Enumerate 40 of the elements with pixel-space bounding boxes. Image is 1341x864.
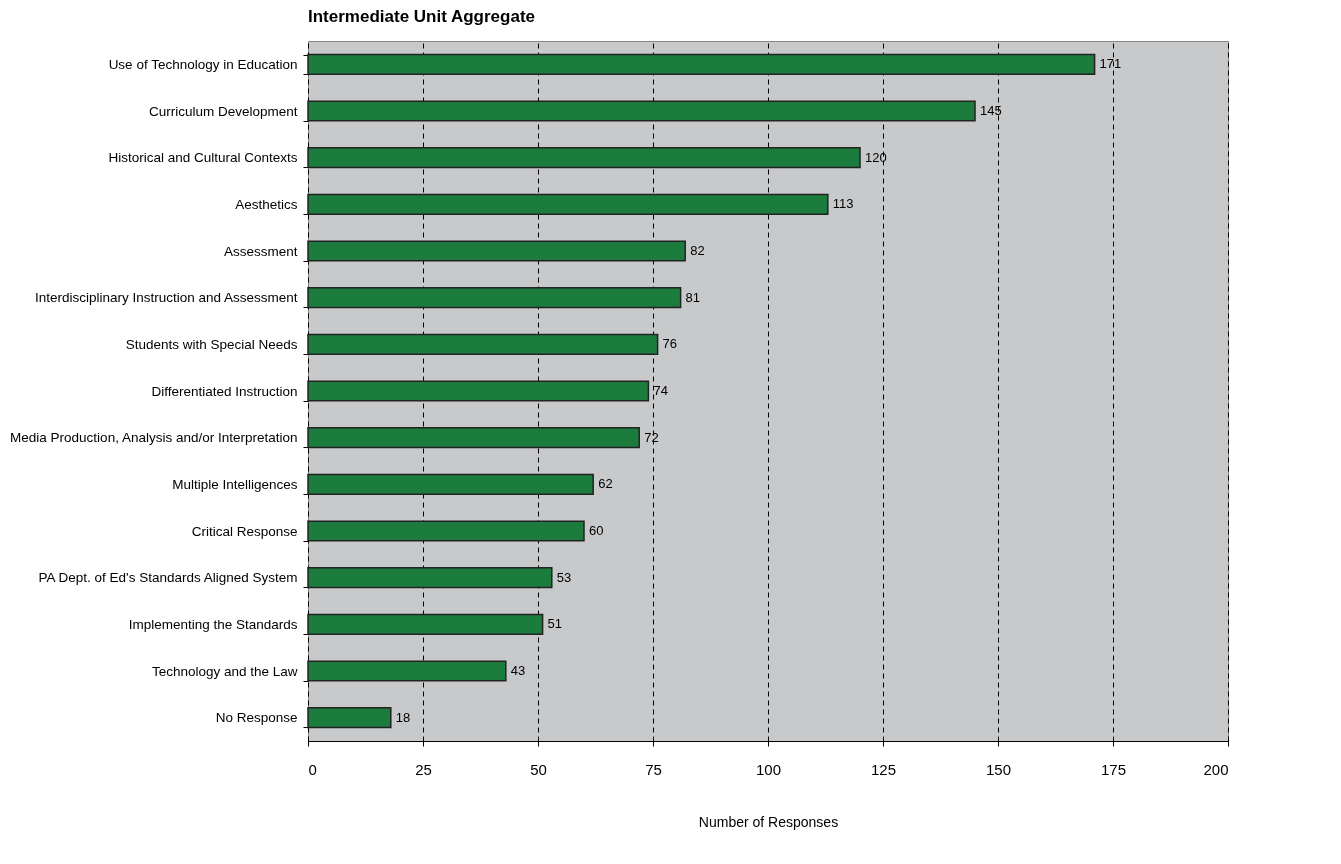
data-label: 74 (653, 383, 668, 398)
x-tick-label: 200 (1203, 760, 1229, 778)
data-label: 51 (547, 616, 563, 632)
y-tick-label: Assessment (223, 243, 298, 259)
y-tick-label: Differentiated Instruction (151, 383, 298, 399)
x-tick-label: 125 (870, 760, 897, 778)
data-label: 53 (556, 569, 572, 585)
y-tick-label: Students with Special Needs (125, 336, 298, 352)
x-tick-label: 175 (1100, 760, 1127, 778)
y-tick-label: Aesthetics (235, 196, 298, 212)
x-tick-label: 150 (985, 760, 1012, 778)
data-label: 113 (832, 196, 854, 212)
x-axis-title: Number of Responses (698, 813, 839, 830)
x-tick-label: 75 (645, 760, 662, 778)
y-tick-label: No Response (215, 710, 298, 726)
y-tick-label: Media Production, Analysis and/or Interpretation (10, 430, 298, 446)
y-tick-label: Curriculum Development (148, 103, 298, 119)
data-label: 120 (865, 149, 887, 165)
data-label: 43 (510, 663, 526, 678)
data-label: 145 (980, 103, 1002, 118)
x-tick-label: 0 (308, 760, 317, 778)
y-tick-label: Critical Response (191, 523, 298, 539)
y-tick-label: PA Dept. of Ed's Standards Aligned System (38, 570, 298, 586)
data-label: 82 (690, 243, 705, 258)
x-tick-label: 25 (415, 760, 432, 778)
x-tick-label: 50 (530, 760, 547, 778)
data-label: 76 (662, 336, 678, 352)
chart-title: Intermediate Unit Aggregate (308, 7, 536, 26)
y-tick-label: Interdisciplinary Instruction and Assessment (34, 290, 298, 306)
data-label: 81 (685, 289, 701, 305)
x-tick-label: 100 (755, 760, 782, 778)
y-tick-label: Use of Technology in Education (108, 56, 298, 72)
y-tick-label: Multiple Intelligences (172, 476, 298, 492)
y-tick-label: Historical and Cultural Contexts (108, 150, 298, 166)
data-label: 60 (589, 523, 604, 538)
y-tick-label: Technology and the Law (151, 663, 298, 679)
data-label: 62 (598, 476, 613, 492)
y-tick-label: Implementing the Standards (128, 616, 298, 632)
data-label: 171 (1099, 56, 1122, 72)
data-label: 18 (395, 709, 411, 725)
